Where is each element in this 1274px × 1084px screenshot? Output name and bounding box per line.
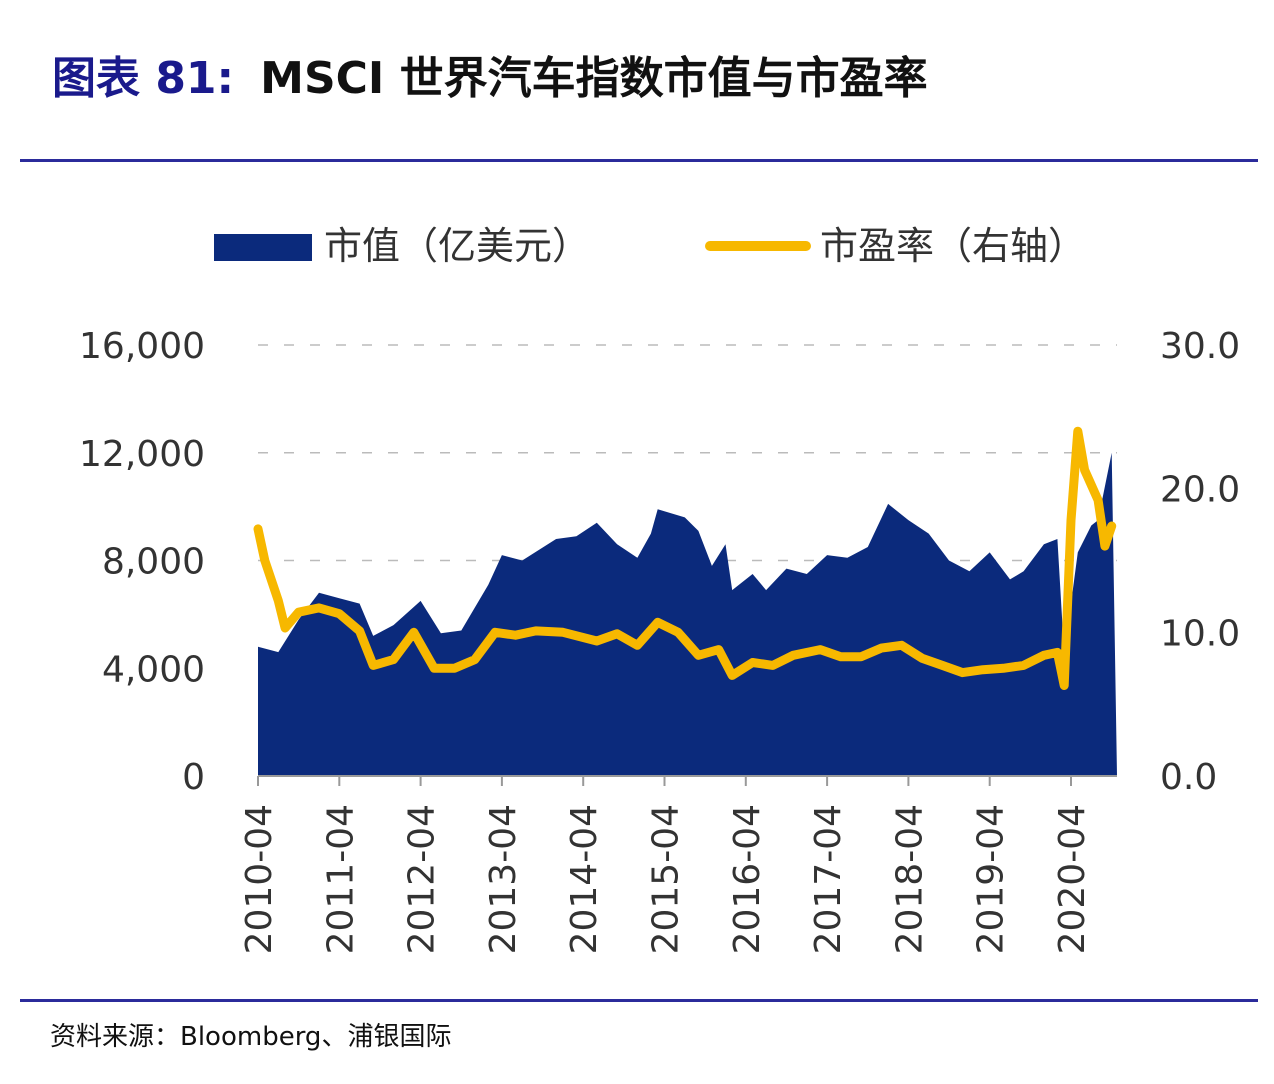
x-tick-label: 2017-04 [808,804,849,954]
x-tick-label: 2013-04 [483,804,524,954]
bottom-rule [20,999,1258,1002]
x-tick-label: 2016-04 [727,804,768,954]
chart: 2010-04 2011-04 2012-04 2013-04 2014-04 2015-… [79,224,1240,954]
y-right-tick-label: 10.0 [1160,613,1240,654]
title-text: MSCI 世界汽车指数市值与市盈率 [260,53,928,104]
x-tick-label: 2012-04 [402,804,443,954]
y-right-tick-label: 0.0 [1160,757,1217,798]
y-left-tick-label: 4,000 [102,649,205,690]
x-tick-label: 2020-04 [1052,804,1093,954]
legend-swatch-market-cap [214,234,312,261]
y-left-tick-label: 0 [182,757,205,798]
top-rule [20,159,1258,162]
x-tick-label: 2010-04 [239,804,280,954]
x-tick-label: 2019-04 [971,804,1012,954]
x-tick-label: 2014-04 [564,804,605,954]
legend: 市值（亿美元） 市盈率（右轴） [214,224,1086,268]
x-tick-label: 2018-04 [889,804,930,954]
y-left-tick-label: 16,000 [79,326,205,367]
legend-label-pe: 市盈率（右轴） [820,224,1086,268]
y-right-tick-label: 30.0 [1160,326,1240,367]
market-cap-area [258,452,1117,776]
source-note: 资料来源：Bloomberg、浦银国际 [50,1022,452,1052]
figure-number: 图表 81: [52,53,235,104]
chart-title: 图表 81: MSCI 世界汽车指数市值与市盈率 [52,42,928,106]
legend-label-market-cap: 市值（亿美元） [324,224,590,268]
pe-line [253,426,1117,690]
y-left-tick-label: 12,000 [79,434,205,475]
x-tick-label: 2011-04 [320,804,361,954]
y-left-tick-label: 8,000 [102,542,205,583]
y-right-tick-label: 20.0 [1160,470,1240,511]
x-tick-label: 2015-04 [646,804,687,954]
